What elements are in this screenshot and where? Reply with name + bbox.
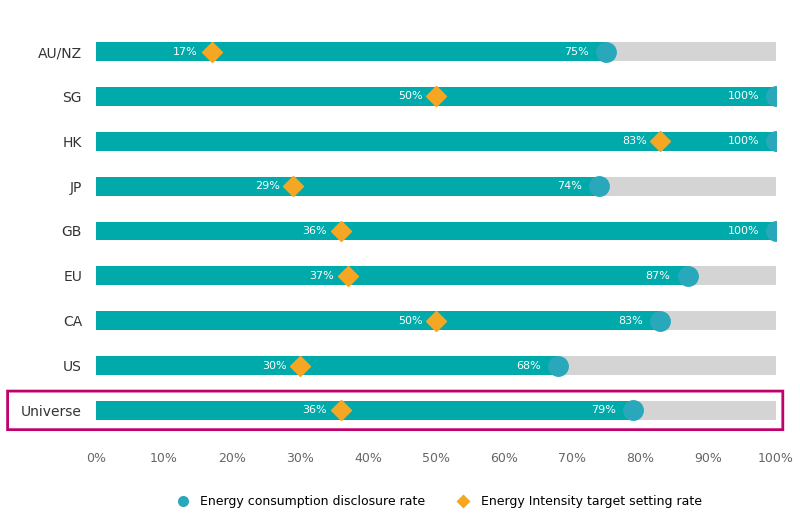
Bar (96, 42, 606, 61)
Text: 74%: 74% (558, 181, 582, 191)
Text: 50%: 50% (398, 91, 422, 101)
Text: 100%: 100% (727, 91, 759, 101)
Bar (96, 222, 776, 240)
Bar (96, 132, 776, 151)
Bar (96, 401, 634, 420)
Text: 87%: 87% (646, 271, 670, 281)
Text: 83%: 83% (618, 316, 643, 326)
Bar (96, 42, 776, 61)
Text: 100%: 100% (727, 226, 759, 236)
Bar (96, 266, 688, 285)
Text: 37%: 37% (310, 271, 334, 281)
Text: 100%: 100% (727, 136, 759, 146)
Legend: Energy consumption disclosure rate, Energy Intensity target setting rate: Energy consumption disclosure rate, Ener… (166, 490, 706, 513)
Text: 30%: 30% (262, 361, 286, 371)
Bar (96, 356, 558, 375)
Text: 36%: 36% (302, 226, 327, 236)
Text: 50%: 50% (398, 316, 422, 326)
Text: 75%: 75% (564, 47, 589, 57)
Bar (96, 87, 776, 106)
Text: 79%: 79% (591, 405, 616, 415)
Bar (96, 132, 776, 151)
Text: 29%: 29% (254, 181, 280, 191)
Text: 68%: 68% (517, 361, 542, 371)
Bar (96, 311, 661, 330)
Text: 17%: 17% (174, 47, 198, 57)
Bar (96, 266, 776, 285)
Bar (96, 177, 599, 196)
Text: 36%: 36% (302, 405, 327, 415)
Bar (96, 87, 776, 106)
Bar (96, 222, 776, 240)
Text: 83%: 83% (622, 136, 646, 146)
Bar (96, 311, 776, 330)
Bar (96, 401, 776, 420)
Bar (96, 177, 776, 196)
Bar (96, 356, 776, 375)
